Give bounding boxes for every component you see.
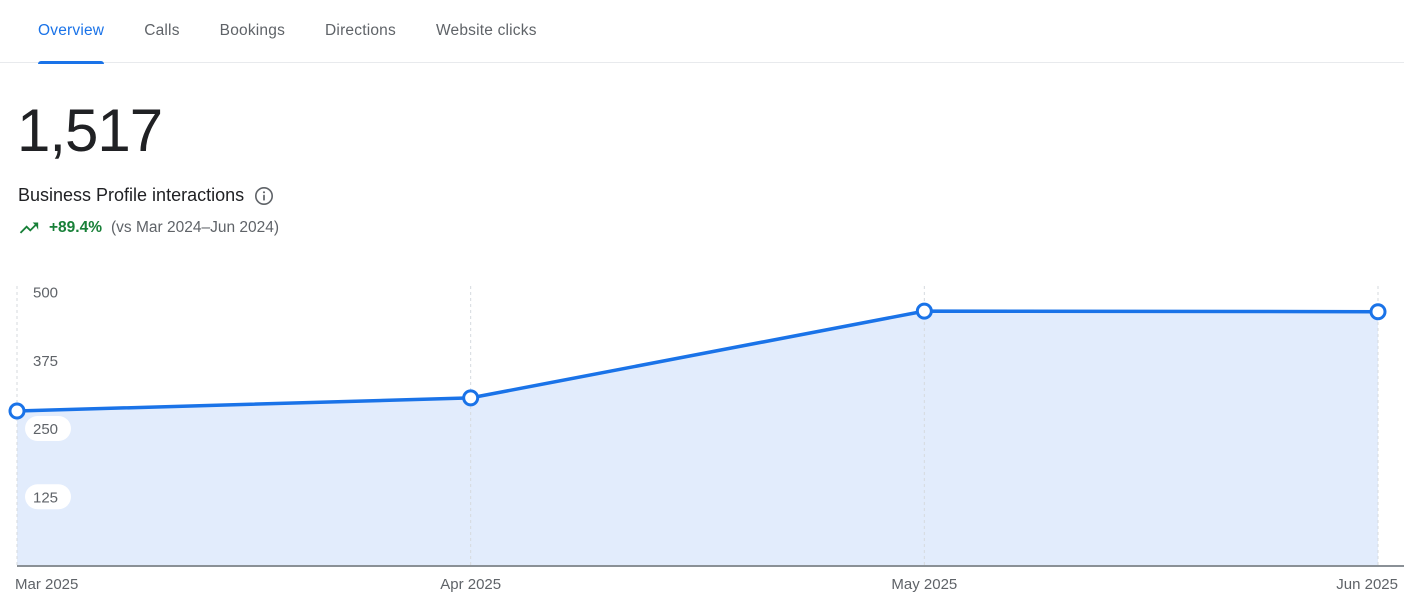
trend-percent: +89.4% xyxy=(49,219,103,236)
trend-row: +89.4% (vs Mar 2024–Jun 2024) xyxy=(18,217,279,239)
tab-website-clicks-label: Website clicks xyxy=(435,22,537,39)
tab-calls-label: Calls xyxy=(144,22,180,39)
tab-overview-label: Overview xyxy=(38,22,105,39)
series-line xyxy=(16,309,1379,413)
metric-label-row: Business Profile interactions xyxy=(18,185,274,206)
tab-overview[interactable]: Overview xyxy=(38,0,105,64)
trend-comparison: (vs Mar 2024–Jun 2024) xyxy=(111,219,280,236)
tab-bookings[interactable]: Bookings xyxy=(220,0,285,63)
area-fill xyxy=(17,311,1378,565)
y-tick-pill xyxy=(25,484,71,510)
x-axis-label: Apr 2025 xyxy=(440,576,501,593)
metric-tabbar: Overview Calls Bookings Directions Websi… xyxy=(0,0,1404,64)
data-point-apr-2025[interactable] xyxy=(462,389,480,407)
y-tick-pill xyxy=(25,416,71,441)
data-point-may-2025[interactable] xyxy=(915,302,933,320)
tab-calls[interactable]: Calls xyxy=(144,0,179,63)
x-axis-label: Jun 2025 xyxy=(1336,576,1398,593)
tab-directions[interactable]: Directions xyxy=(325,0,396,63)
interactions-total-value: 1,517 xyxy=(17,97,163,164)
interactions-area-chart: 125 250 375 500 Mar 2025 Apr 2025 May 2025 Jun … xyxy=(8,279,1404,593)
data-point-mar-2025[interactable] xyxy=(8,402,26,420)
y-axis-label: 250 xyxy=(33,421,58,438)
metric-label: Business Profile interactions xyxy=(18,185,245,205)
tab-directions-label: Directions xyxy=(325,22,396,39)
info-icon[interactable] xyxy=(254,186,274,206)
trending-up-icon xyxy=(18,217,40,239)
chart-container: 125 250 375 500 Mar 2025 Apr 2025 May 2025 Jun … xyxy=(0,278,1404,602)
data-point-jun-2025[interactable] xyxy=(1369,303,1387,321)
tab-bookings-label: Bookings xyxy=(219,22,286,39)
x-axis-label: May 2025 xyxy=(891,576,957,593)
x-axis-label: Mar 2025 xyxy=(15,576,78,593)
active-tab-underline xyxy=(38,60,105,64)
y-axis-label: 500 xyxy=(33,285,58,302)
tab-website-clicks[interactable]: Website clicks xyxy=(436,0,537,63)
y-tick-pill xyxy=(25,347,71,373)
y-tick-pill xyxy=(25,279,71,305)
y-axis-label: 375 xyxy=(33,353,58,370)
y-axis-label: 125 xyxy=(33,489,58,506)
